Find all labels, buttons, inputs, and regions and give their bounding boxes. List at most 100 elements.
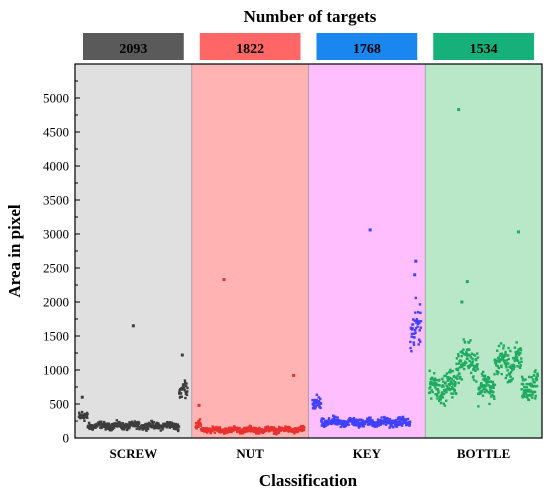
- data-point: [332, 414, 335, 417]
- data-point: [333, 418, 336, 421]
- data-point: [414, 311, 417, 314]
- data-point: [491, 393, 494, 397]
- data-point: [433, 384, 436, 387]
- data-point: [107, 426, 111, 429]
- data-point: [128, 421, 132, 425]
- data-point: [404, 419, 407, 423]
- data-point: [481, 394, 485, 397]
- data-point: [252, 430, 256, 433]
- data-point: [323, 421, 326, 425]
- data-point: [229, 426, 232, 429]
- data-point: [376, 418, 380, 421]
- data-point: [168, 426, 172, 429]
- data-point: [89, 427, 93, 430]
- data-point: [447, 387, 450, 390]
- data-point: [412, 318, 415, 321]
- data-point: [104, 424, 108, 427]
- data-point: [150, 426, 153, 429]
- outlier-point: [180, 353, 184, 357]
- data-point: [475, 366, 479, 369]
- data-point: [525, 389, 528, 392]
- data-point: [435, 378, 438, 382]
- data-point: [260, 428, 264, 431]
- data-point: [178, 390, 181, 393]
- data-point: [112, 425, 115, 428]
- data-point: [438, 378, 441, 382]
- data-point: [460, 365, 464, 369]
- data-point: [343, 425, 346, 428]
- data-point: [325, 423, 328, 427]
- data-point: [411, 327, 414, 330]
- data-point: [533, 381, 536, 384]
- data-point: [454, 381, 457, 384]
- data-point: [491, 380, 495, 384]
- data-point: [83, 419, 86, 422]
- data-point: [467, 341, 471, 344]
- data-point: [506, 354, 510, 357]
- data-point: [395, 425, 399, 428]
- data-point: [439, 397, 443, 401]
- data-point: [313, 407, 317, 410]
- data-point: [315, 401, 318, 405]
- outlier-point: [414, 259, 418, 263]
- data-point: [440, 385, 444, 388]
- data-point: [518, 366, 522, 370]
- data-point: [444, 388, 447, 392]
- data-point: [527, 382, 530, 386]
- outlier-point: [292, 373, 296, 377]
- data-point: [79, 416, 82, 420]
- data-point: [209, 431, 213, 434]
- data-point: [520, 382, 524, 386]
- data-point: [150, 419, 154, 423]
- data-point: [519, 351, 522, 355]
- data-point: [159, 429, 163, 432]
- data-point: [435, 394, 439, 397]
- data-point: [522, 393, 526, 396]
- data-point: [473, 366, 476, 370]
- data-point: [437, 390, 440, 394]
- data-point: [313, 398, 316, 402]
- count-headers: 2093 1822 1768 1534: [83, 33, 534, 60]
- data-point: [251, 429, 254, 433]
- outlier-point: [516, 230, 520, 234]
- data-point: [521, 377, 525, 381]
- data-point: [361, 423, 365, 426]
- data-point: [477, 405, 480, 408]
- data-point: [443, 374, 446, 378]
- data-point: [88, 427, 91, 431]
- data-point: [330, 422, 333, 426]
- data-point: [429, 385, 432, 389]
- data-point: [300, 427, 303, 431]
- data-point: [322, 417, 325, 421]
- data-point: [487, 384, 490, 387]
- data-point: [527, 398, 531, 402]
- data-point: [441, 377, 444, 380]
- data-point: [469, 371, 473, 375]
- data-point: [80, 410, 84, 414]
- data-point: [520, 388, 523, 391]
- data-point: [130, 420, 134, 423]
- data-point: [384, 423, 388, 426]
- outlier-point: [80, 395, 84, 399]
- data-point: [442, 380, 445, 383]
- y-tick-label: 1500: [43, 329, 69, 344]
- data-point: [352, 416, 356, 420]
- data-point: [506, 381, 510, 384]
- data-point: [334, 422, 338, 426]
- data-point: [428, 369, 431, 373]
- data-point: [140, 425, 144, 428]
- data-point: [476, 368, 479, 371]
- data-point: [479, 391, 482, 395]
- data-point: [536, 374, 539, 377]
- data-point: [159, 426, 162, 429]
- data-point: [505, 366, 508, 369]
- data-point: [449, 371, 452, 374]
- data-point: [515, 356, 519, 359]
- data-point: [484, 384, 488, 388]
- y-tick-label: 2000: [43, 295, 69, 310]
- data-point: [475, 380, 478, 383]
- data-point: [497, 371, 500, 374]
- data-point: [532, 374, 536, 377]
- data-point: [289, 427, 292, 430]
- data-point: [472, 378, 476, 382]
